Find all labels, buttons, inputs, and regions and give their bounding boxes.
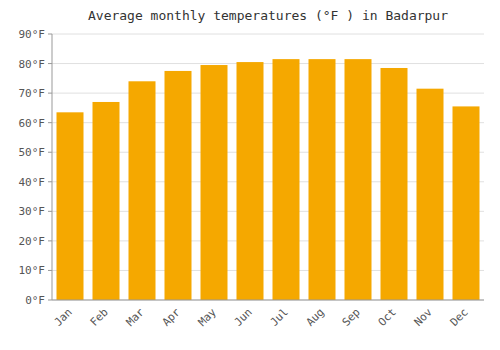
chart-container: Average monthly temperatures (°F ) in Ba… <box>0 0 500 350</box>
bar <box>129 81 156 300</box>
y-tick <box>48 240 52 241</box>
grid-line <box>52 63 484 64</box>
y-tick <box>48 152 52 153</box>
chart-title: Average monthly temperatures (°F ) in Ba… <box>88 8 448 23</box>
y-tick <box>48 93 52 94</box>
bar <box>165 71 192 300</box>
bar <box>381 68 408 300</box>
x-tick-label: Feb <box>88 306 111 329</box>
y-tick-label: 20°F <box>19 235 46 248</box>
y-axis-line <box>52 34 53 300</box>
y-tick <box>48 34 52 35</box>
bar <box>345 59 372 300</box>
x-tick-label: Jun <box>232 306 255 329</box>
x-tick-label: Jul <box>268 306 291 329</box>
y-tick-label: 80°F <box>19 58 46 71</box>
y-tick <box>48 122 52 123</box>
bar <box>57 112 84 300</box>
x-tick-label: Aug <box>304 306 327 329</box>
x-tick-label: Jan <box>52 306 75 329</box>
y-tick-label: 70°F <box>19 87 46 100</box>
y-tick-label: 40°F <box>19 176 46 189</box>
x-tick-label: Nov <box>412 305 436 329</box>
x-axis-line <box>52 300 484 301</box>
bar <box>417 89 444 300</box>
y-tick-label: 60°F <box>19 117 46 130</box>
bars <box>57 59 480 300</box>
grid <box>52 34 484 300</box>
y-tick <box>48 300 52 301</box>
x-tick-label: Oct <box>376 306 399 329</box>
bar <box>273 59 300 300</box>
y-tick <box>48 63 52 64</box>
grid-line <box>52 34 484 35</box>
y-tick-label: 30°F <box>19 205 46 218</box>
y-tick <box>48 181 52 182</box>
y-tick <box>48 270 52 271</box>
bar <box>453 106 480 300</box>
y-tick-label: 90°F <box>19 28 46 41</box>
bar <box>237 62 264 300</box>
bar <box>309 59 336 300</box>
y-tick-label: 0°F <box>25 294 45 307</box>
chart-svg: Average monthly temperatures (°F ) in Ba… <box>0 0 500 350</box>
x-tick-label: Dec <box>448 306 471 329</box>
x-tick-label: May <box>196 305 220 329</box>
y-tick <box>48 211 52 212</box>
bar <box>201 65 228 300</box>
y-tick-label: 10°F <box>19 264 46 277</box>
y-tick-label: 50°F <box>19 146 46 159</box>
x-tick-label: Mar <box>124 305 148 329</box>
x-tick-label: Apr <box>160 305 184 329</box>
grid-line <box>52 300 484 301</box>
bar <box>93 102 120 300</box>
x-tick-label: Sep <box>340 306 363 329</box>
